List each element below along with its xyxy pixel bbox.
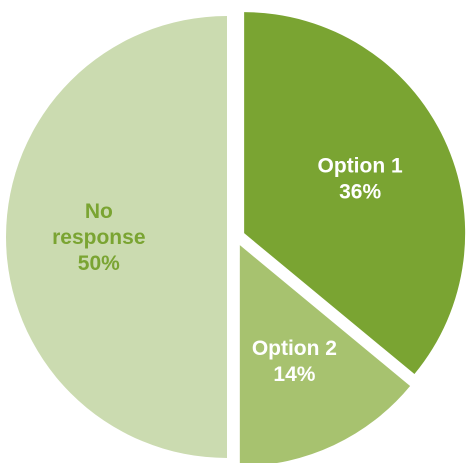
pie-label-no-response: No response 50% [52,200,145,275]
pie-label-line: No [85,200,113,223]
pie-label-line: 14% [273,363,315,386]
pie-label-line: response [52,226,145,249]
pie-slice-no-response [6,16,227,458]
pie-label-option-1: Option 1 36% [318,155,403,204]
pie-labels: Option 1 36% Option 2 14% No response 50% [52,155,403,387]
pie-label-line: Option 1 [318,155,403,178]
pie-label-line: Option 2 [252,337,337,360]
pie-label-line: 36% [339,181,381,204]
pie-label-option-2: Option 2 14% [252,337,337,386]
pie-slice-option-1 [244,12,466,375]
pie-label-line: 50% [78,252,120,275]
pie-slice-option-2 [239,245,411,463]
pie-slices [6,12,466,463]
